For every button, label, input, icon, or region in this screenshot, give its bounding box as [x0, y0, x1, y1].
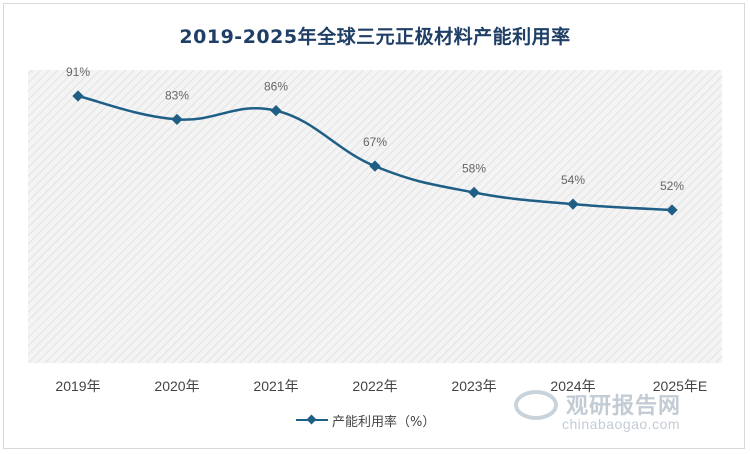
x-tick-label: 2021年 — [253, 378, 298, 394]
x-tick-label: 2020年 — [154, 378, 199, 394]
x-tick-label: 2019年 — [55, 378, 100, 394]
legend: 产能利用率（%） — [296, 410, 435, 430]
data-label: 54% — [561, 173, 585, 187]
data-label: 67% — [363, 135, 387, 149]
data-point — [666, 204, 678, 216]
data-label: 86% — [264, 80, 288, 94]
data-label: 58% — [462, 161, 486, 175]
x-tick-label: 2025年E — [653, 378, 707, 394]
data-point — [468, 186, 480, 199]
watermark: 观研报告网 chinabaogao.com — [514, 388, 714, 436]
chart-title: 2019-2025年全球三元正极材料产能利用率 — [179, 26, 571, 48]
watermark-name: 观研报告网 — [566, 394, 682, 419]
legend-label: 产能利用率（%） — [332, 414, 436, 430]
x-tick-label: 2022年 — [352, 378, 397, 394]
data-point — [567, 198, 579, 210]
watermark-logo-icon — [514, 390, 558, 420]
data-point — [369, 160, 381, 172]
x-tick-label: 2024年 — [550, 378, 595, 394]
data-label: 83% — [165, 88, 189, 102]
watermark-url: chinabaogao.com — [562, 416, 681, 432]
legend-swatch — [296, 413, 328, 427]
x-tick-label: 2023年 — [451, 378, 496, 394]
plot-area — [28, 70, 722, 363]
data-label: 52% — [660, 179, 684, 193]
data-label: 91% — [66, 65, 90, 79]
